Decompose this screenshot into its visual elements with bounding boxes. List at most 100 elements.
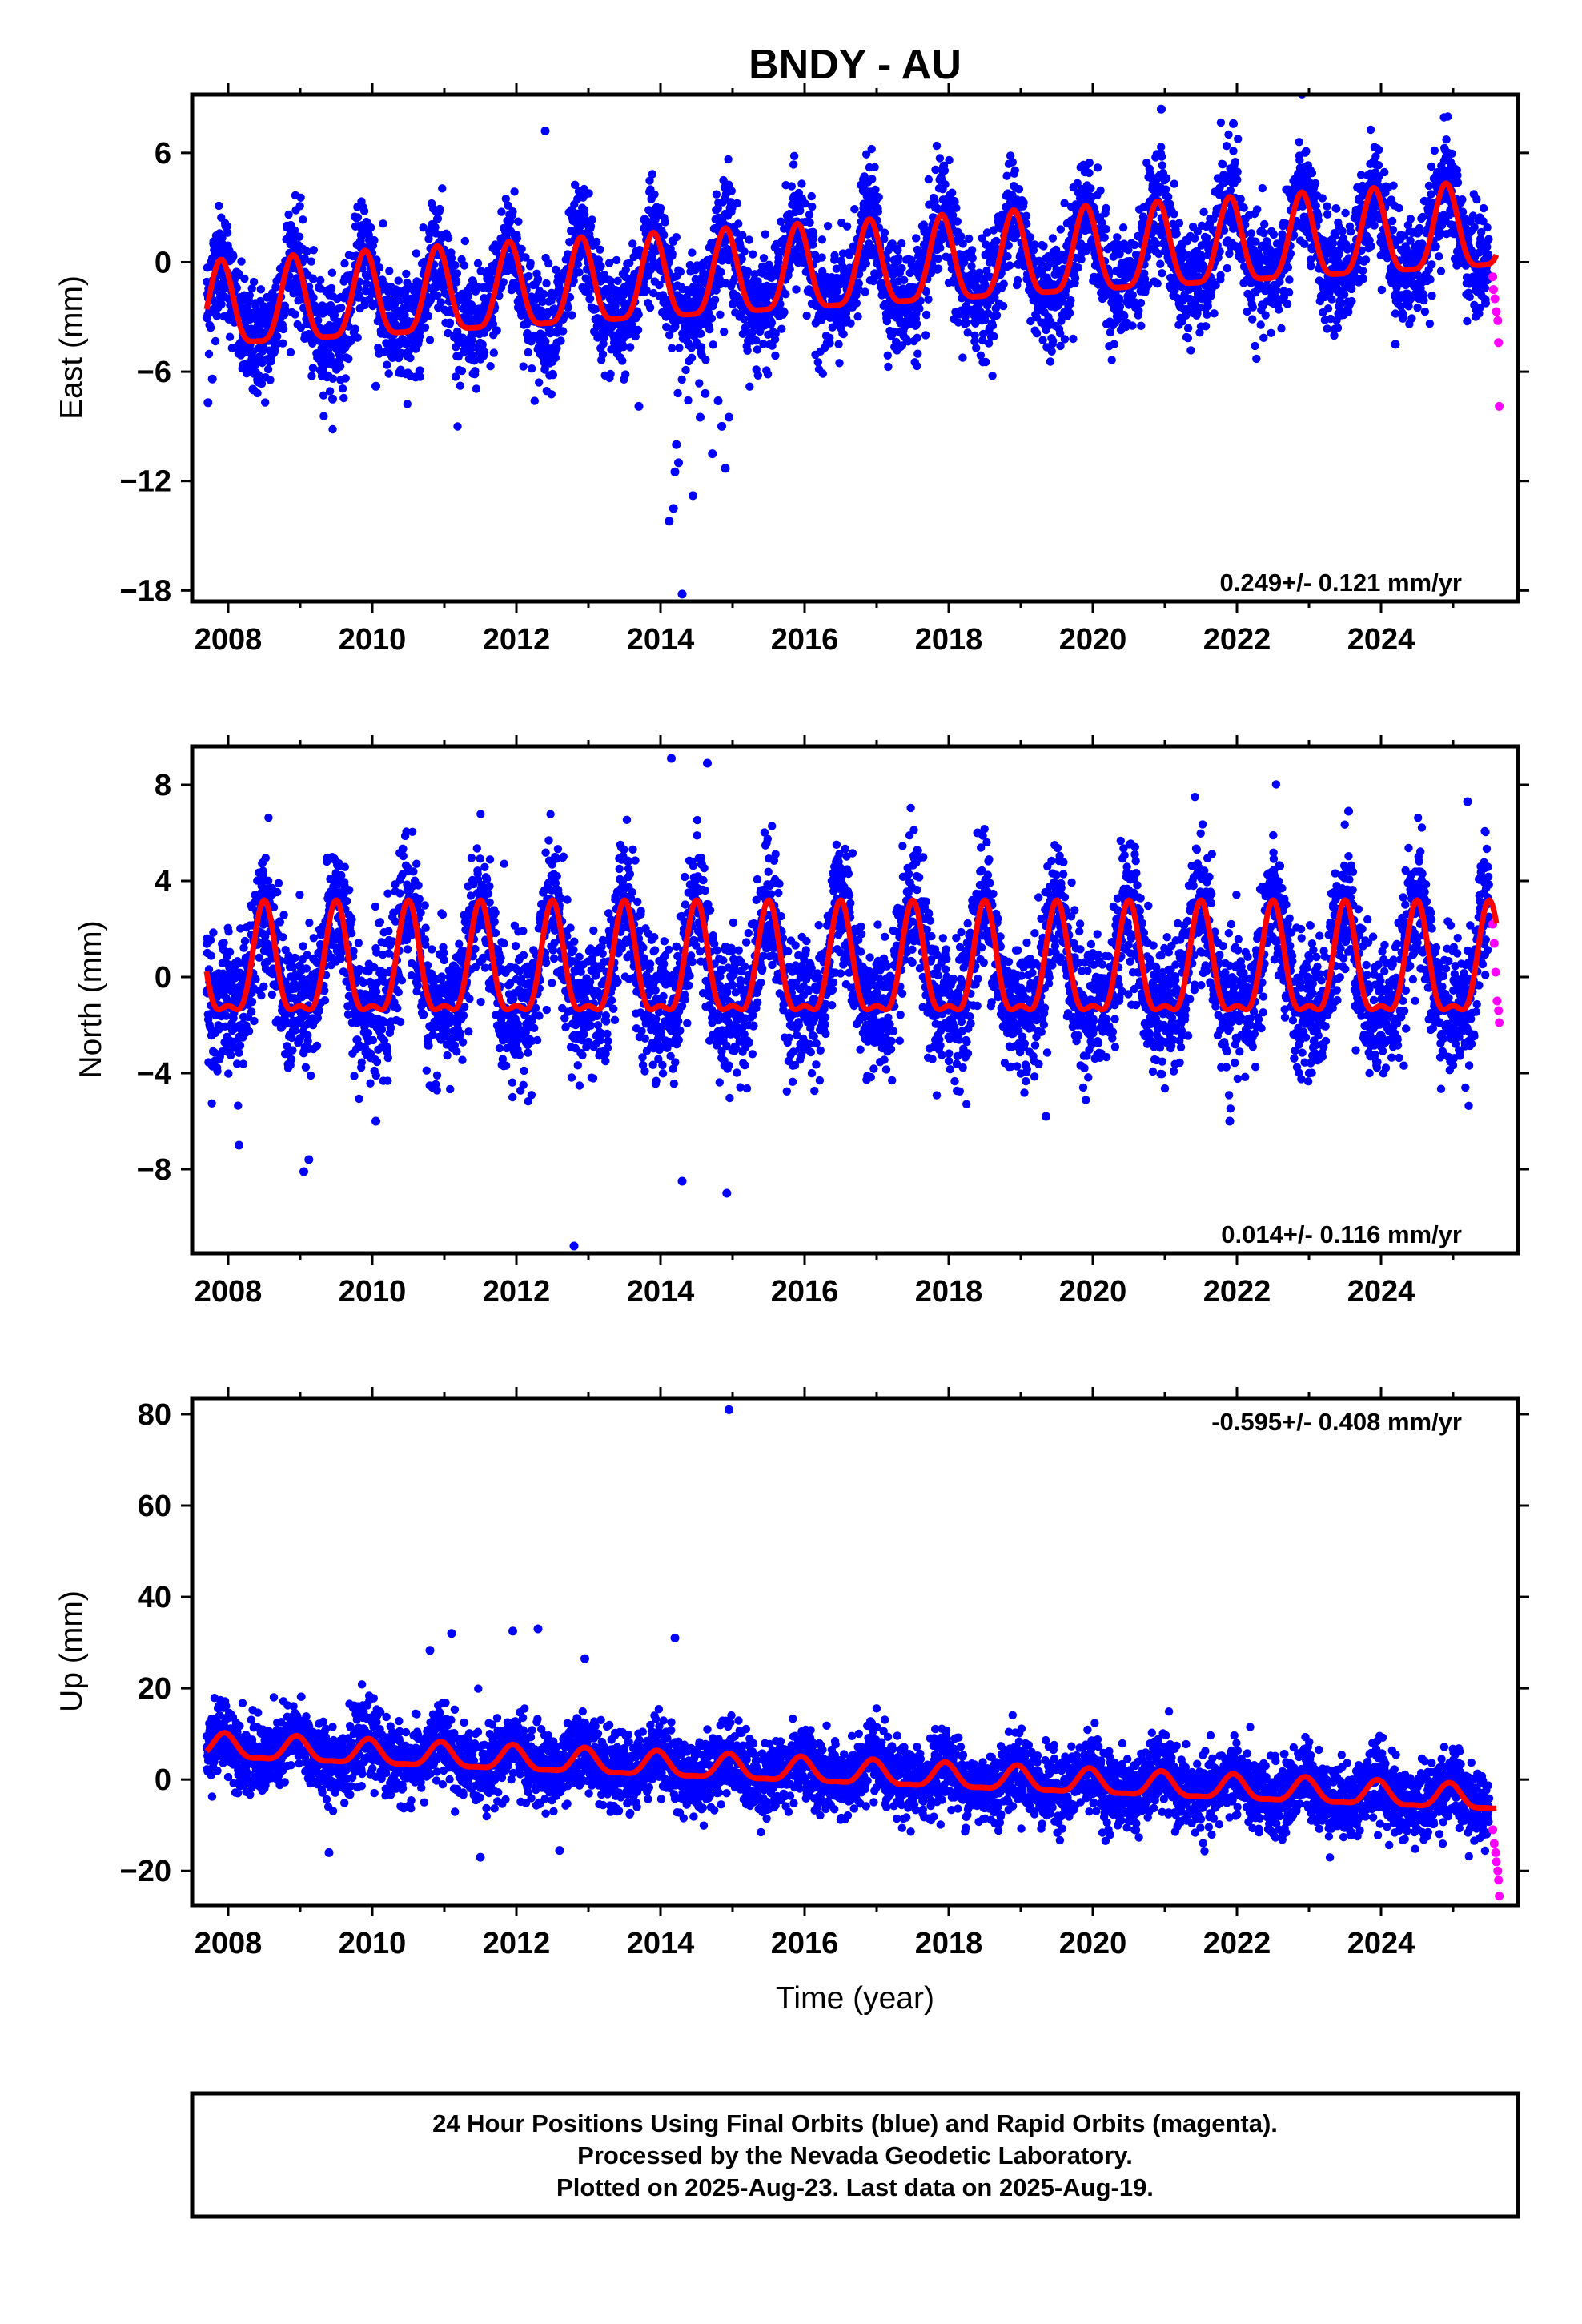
- data-point: [771, 329, 780, 338]
- data-point: [1323, 210, 1332, 219]
- data-point: [999, 279, 1008, 288]
- data-point: [932, 141, 942, 151]
- data-point: [261, 398, 270, 407]
- data-point: [394, 276, 403, 285]
- data-point: [1043, 263, 1052, 272]
- data-point: [568, 311, 576, 320]
- data-point: [1156, 259, 1165, 268]
- data-point: [661, 218, 669, 227]
- data-point: [860, 185, 869, 194]
- data-point: [642, 286, 651, 295]
- data-point: [598, 350, 608, 359]
- data-point: [362, 279, 371, 288]
- data-point: [1026, 233, 1035, 242]
- data-point: [913, 333, 921, 342]
- data-point: [359, 207, 369, 215]
- data-point: [1137, 321, 1146, 330]
- data-point: [883, 351, 893, 360]
- data-point: [1162, 174, 1171, 183]
- data-point: [982, 266, 991, 275]
- data-point: [871, 185, 880, 195]
- data-point: [337, 304, 346, 312]
- data-point: [1118, 223, 1128, 232]
- data-point: [588, 215, 596, 224]
- data-point: [1328, 239, 1338, 247]
- data-point: [675, 344, 684, 352]
- data-point: [540, 364, 549, 373]
- data-point: [835, 359, 844, 368]
- data-point: [1093, 163, 1102, 172]
- data-point: [1285, 275, 1294, 284]
- data-point: [787, 182, 796, 191]
- data-point: [667, 344, 677, 352]
- data-point: [954, 318, 963, 327]
- data-point: [970, 337, 979, 346]
- data-point: [1008, 158, 1018, 167]
- data-point: [777, 324, 786, 333]
- data-point: [697, 329, 705, 338]
- data-point: [1261, 311, 1270, 320]
- data-point: [952, 203, 961, 212]
- data-point: [912, 234, 921, 243]
- data-point: [972, 344, 981, 352]
- data-point: [586, 222, 596, 231]
- data-point: [913, 361, 921, 371]
- data-point: [300, 254, 309, 263]
- data-point: [451, 372, 460, 381]
- data-point: [223, 228, 232, 237]
- data-point: [992, 236, 1001, 246]
- data-point: [710, 296, 720, 304]
- data-point: [247, 284, 256, 293]
- data-point: [625, 259, 634, 267]
- data-point: [924, 175, 934, 184]
- data-point: [1066, 308, 1074, 317]
- data-point: [645, 176, 654, 185]
- data-point: [452, 269, 462, 278]
- data-point: [1307, 262, 1315, 271]
- data-point: [752, 336, 761, 345]
- data-point: [850, 205, 859, 214]
- data-point: [945, 155, 954, 165]
- data-point: [1251, 341, 1259, 351]
- data-point: [970, 331, 979, 340]
- data-point: [486, 362, 495, 371]
- data-point: [1100, 233, 1109, 242]
- data-point: [1399, 310, 1408, 319]
- data-point: [734, 219, 743, 228]
- data-point: [538, 297, 547, 306]
- data-point: [681, 365, 690, 375]
- data-point: [1295, 155, 1304, 165]
- data-point: [823, 222, 833, 231]
- data-point: [330, 311, 339, 320]
- data-point: [1158, 269, 1166, 278]
- chart-title: BNDY - AU: [749, 42, 962, 88]
- data-point: [401, 287, 410, 296]
- data-point: [375, 263, 384, 272]
- data-point: [940, 166, 950, 175]
- data-point: [1006, 261, 1014, 270]
- data-point: [524, 271, 533, 281]
- data-point: [225, 332, 235, 341]
- data-point: [668, 249, 677, 259]
- data-point: [931, 165, 940, 175]
- data-point: [1039, 242, 1048, 251]
- data-point: [915, 304, 924, 313]
- data-point: [1366, 125, 1375, 135]
- data-point: [1333, 324, 1343, 332]
- data-point: [1253, 205, 1262, 214]
- data-point: [655, 280, 664, 290]
- data-point: [1124, 246, 1133, 255]
- data-point: [656, 203, 665, 213]
- data-point: [717, 267, 725, 277]
- data-point: [232, 283, 241, 292]
- data-point: [547, 390, 556, 399]
- data-point: [1003, 252, 1012, 261]
- data-point: [1106, 328, 1115, 337]
- data-point: [963, 328, 972, 337]
- data-point: [1314, 215, 1323, 225]
- data-point: [501, 195, 510, 203]
- data-point: [1013, 275, 1022, 285]
- data-point: [976, 308, 985, 316]
- data-point: [753, 345, 762, 354]
